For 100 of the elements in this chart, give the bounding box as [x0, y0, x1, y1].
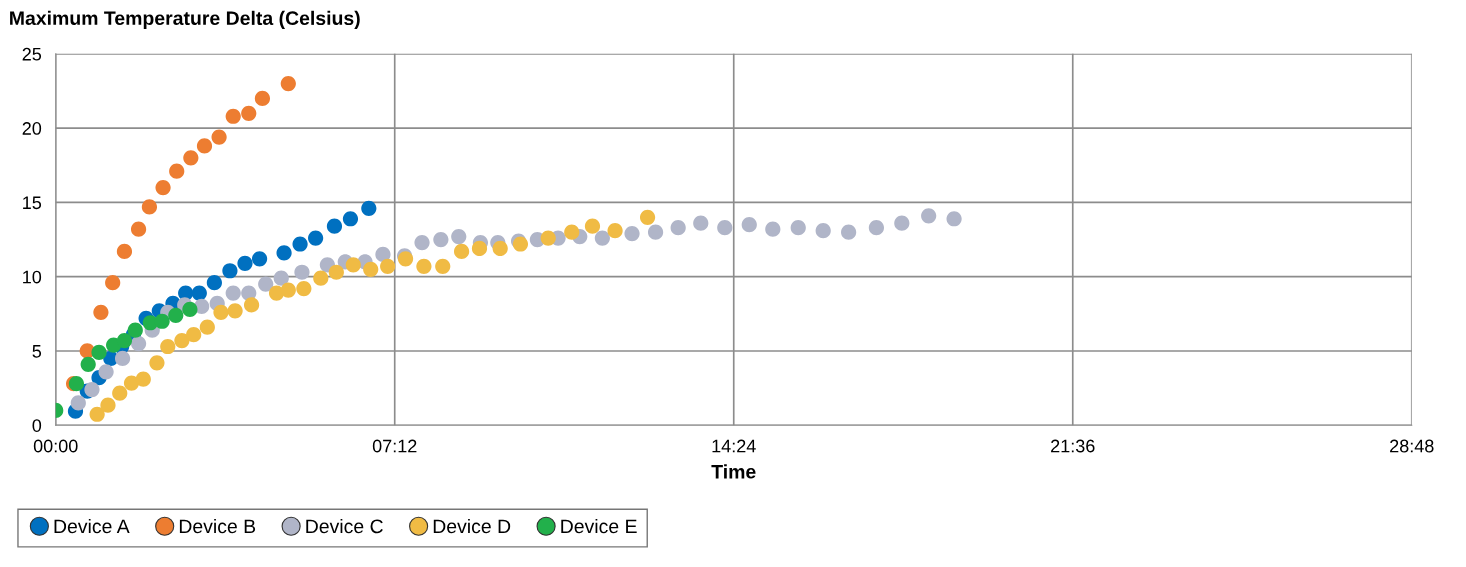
point [243, 297, 260, 313]
point [326, 218, 343, 234]
point [435, 258, 451, 274]
point [471, 240, 488, 257]
point [564, 224, 580, 240]
point [105, 275, 121, 291]
point [584, 218, 601, 234]
point [149, 355, 165, 371]
point [717, 220, 733, 236]
x-tick-label: 21:36 [1051, 439, 1095, 453]
point [433, 231, 449, 248]
point [89, 406, 105, 422]
point [91, 344, 107, 361]
x-axis-title: Time [711, 464, 756, 479]
point [135, 371, 151, 387]
point [276, 245, 292, 261]
point [155, 179, 171, 196]
point [639, 209, 656, 225]
point [308, 230, 324, 246]
y-tick-label: 5 [32, 345, 42, 358]
y-tick-label: 20 [22, 122, 42, 135]
point [225, 285, 241, 301]
point [670, 220, 686, 236]
point [100, 397, 116, 413]
point [169, 163, 185, 179]
point [894, 215, 910, 231]
point [741, 217, 757, 233]
point [70, 395, 86, 411]
point [237, 255, 253, 271]
point [182, 301, 198, 317]
point [168, 307, 184, 323]
point [280, 75, 296, 92]
point [227, 303, 243, 319]
point [183, 150, 199, 166]
point [292, 236, 308, 252]
point [127, 322, 143, 338]
point [296, 280, 312, 297]
point [206, 275, 222, 291]
point [328, 264, 344, 280]
point [841, 224, 857, 240]
point [380, 258, 396, 274]
point [258, 276, 274, 292]
point [191, 285, 207, 301]
point [647, 224, 664, 240]
point [84, 381, 100, 398]
chart-title: Maximum Temperature Delta (Celsius) [10, 10, 360, 29]
y-tick-label: 25 [22, 47, 42, 61]
point [93, 304, 109, 320]
point [196, 138, 213, 154]
point [921, 208, 937, 224]
legend-label: Device B [179, 518, 256, 534]
point [607, 223, 623, 239]
legend-label: Device C [306, 518, 383, 534]
point [790, 220, 806, 236]
point [765, 221, 781, 237]
point [116, 332, 133, 349]
point [693, 215, 709, 231]
point [868, 220, 885, 236]
point [451, 228, 467, 245]
point [174, 332, 190, 349]
point [254, 90, 271, 107]
point [414, 234, 430, 251]
legend-label: Device A [54, 518, 130, 534]
point [98, 364, 114, 380]
point [213, 304, 229, 320]
point [211, 129, 227, 145]
point [815, 223, 831, 239]
x-tick-label: 07:12 [372, 439, 417, 453]
point [141, 199, 158, 215]
point [313, 270, 329, 286]
point [225, 108, 241, 124]
point [199, 319, 215, 335]
point [154, 313, 170, 329]
point [116, 243, 133, 260]
x-tick-label: 00:00 [33, 439, 78, 453]
point [540, 230, 556, 246]
point [946, 211, 962, 227]
legend-label: Device D [433, 518, 511, 534]
point [594, 230, 610, 246]
point [361, 200, 377, 216]
point [130, 221, 147, 237]
point [112, 385, 128, 401]
point [160, 338, 176, 355]
x-tick-label: 14:24 [712, 439, 756, 453]
point [273, 270, 289, 286]
point [294, 264, 310, 280]
point [251, 251, 268, 267]
point [492, 240, 508, 257]
point [130, 335, 147, 352]
point [345, 257, 361, 273]
point [363, 261, 379, 277]
point [114, 350, 131, 367]
point [342, 211, 359, 227]
point [416, 258, 432, 274]
point [453, 243, 470, 260]
y-tick-label: 10 [23, 270, 42, 284]
point [222, 263, 238, 279]
point [241, 105, 257, 121]
point [80, 356, 96, 372]
point [280, 282, 296, 298]
